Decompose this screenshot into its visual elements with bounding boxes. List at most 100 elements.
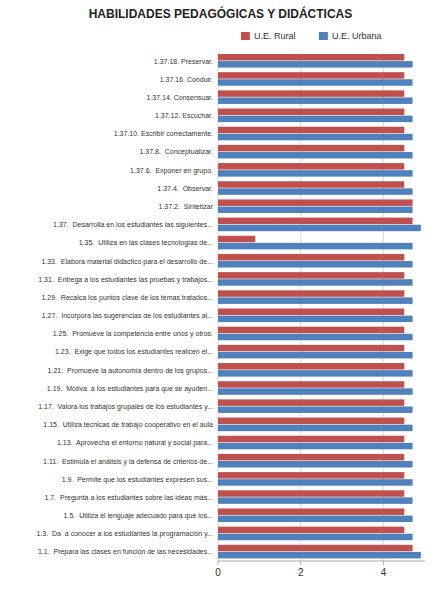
category-label: 1.31. Entrega a los estudiantes las prue… <box>38 276 213 284</box>
category-label: 1.33. Elabora material didáctico para el… <box>41 258 213 266</box>
category-label: 1.37.18. Preservar. <box>154 58 213 65</box>
bar <box>218 316 413 322</box>
category-label: 1.3. Da a conocer a los estudiantes la p… <box>36 530 213 538</box>
bar <box>218 272 404 278</box>
category-label: 1.25. Promueve la competencia entre unos… <box>53 330 213 338</box>
bar <box>218 290 404 296</box>
bar <box>218 134 413 140</box>
bar <box>218 188 413 194</box>
bar <box>218 243 413 249</box>
bar <box>218 352 413 358</box>
category-label: 1.9. Permite que los estudiantes exprese… <box>62 476 213 484</box>
bar <box>218 199 413 205</box>
bar <box>218 109 404 115</box>
bar <box>218 61 413 67</box>
background <box>0 0 441 589</box>
bar <box>218 545 413 551</box>
bar <box>218 79 413 85</box>
bar <box>218 370 413 376</box>
bar <box>218 279 413 285</box>
category-label: 1.15. Utiliza técnicas de trabajo cooper… <box>43 421 213 429</box>
category-label: 1.7. Pregunta a los estudiantes sobre la… <box>45 494 214 502</box>
category-label: 1.27. Incorpora las sugerencias de los e… <box>42 312 213 320</box>
bar <box>218 218 413 224</box>
category-label: 1.11. Estimula el análisis y la defensa … <box>43 458 213 466</box>
category-label: 1.37.12. Escuchar. <box>155 112 213 119</box>
title: HABILIDADES PEDAGÓGICAS Y DIDÁCTICAS <box>89 6 353 21</box>
bar <box>218 388 413 394</box>
legend-label: U.E. Rural <box>254 31 296 41</box>
bar <box>218 472 404 478</box>
category-label: 1.37.8. Conceptualizar. <box>139 148 213 156</box>
category-label: 1.29. Recalca los puntos clave de los te… <box>41 294 213 302</box>
bar <box>218 406 413 412</box>
bar <box>218 72 404 78</box>
bar <box>218 552 421 558</box>
bar <box>218 145 404 151</box>
category-label: 1.37.2. Sintetizar <box>159 203 214 210</box>
bar <box>218 97 413 103</box>
category-label: 1.37.16. Conduir. <box>160 76 213 83</box>
bar <box>218 207 413 213</box>
bar <box>218 116 413 122</box>
x-tick <box>383 561 384 565</box>
bar <box>218 436 404 442</box>
chart: HABILIDADES PEDAGÓGICAS Y DIDÁCTICAS 1.37… <box>0 0 441 589</box>
bar <box>218 181 404 187</box>
bar <box>218 490 404 496</box>
bar <box>218 254 404 260</box>
x-axis-line <box>218 561 425 562</box>
category-label: 1.5. Utiliza el lenguaje adecuado para q… <box>64 512 213 520</box>
bar <box>218 425 413 431</box>
bar <box>218 399 404 405</box>
category-label: 1.13. Aprovecha el entorno natural y soc… <box>57 439 213 447</box>
bar <box>218 345 404 351</box>
category-label: 1.19. Motiva a los estudiantes para que … <box>47 385 213 393</box>
category-label: 1.23. Exige que todos los estudiantes re… <box>55 348 213 356</box>
bar <box>218 363 404 369</box>
legend-swatch <box>319 32 328 40</box>
bar <box>218 479 413 485</box>
category-label: 1.35. Utiliza en las clases tecnologías … <box>79 239 213 247</box>
x-tick-label: 0 <box>215 567 221 578</box>
category-label: 1.1. Prepara las clases en función de la… <box>38 548 213 556</box>
bar <box>218 225 421 231</box>
bar <box>218 334 413 340</box>
legend-label: U.E. Urbana <box>332 31 382 41</box>
bar <box>218 261 413 267</box>
bar <box>218 54 404 60</box>
bar <box>218 516 413 522</box>
bar <box>218 454 404 460</box>
bar <box>218 90 404 96</box>
bar <box>218 297 413 303</box>
x-tick-label: 2 <box>298 567 304 578</box>
category-label: 1.21. Promueve la autonomía dentro de lo… <box>48 367 213 375</box>
bar <box>218 381 404 387</box>
bar <box>218 497 413 503</box>
category-label: 1.37.14. Consensuar. <box>146 94 213 101</box>
bar <box>218 527 404 533</box>
x-tick <box>300 561 301 565</box>
bar <box>218 236 255 242</box>
bar <box>218 461 413 467</box>
bar <box>218 308 404 314</box>
bar <box>218 534 413 540</box>
bar <box>218 152 413 158</box>
x-tick <box>218 561 219 565</box>
bar <box>218 443 413 449</box>
legend: U.E. Rural U.E. Urbana <box>241 31 382 41</box>
bar <box>218 127 404 133</box>
legend-swatch <box>241 32 250 40</box>
bar <box>218 170 413 176</box>
x-tick-label: 4 <box>381 567 387 578</box>
bar <box>218 418 404 424</box>
category-label: 1.37.10. Escribir correctamente. <box>114 130 213 137</box>
bars <box>218 54 421 558</box>
bar <box>218 327 404 333</box>
category-label: 1.17. Valora los trabajos grupales de lo… <box>38 403 213 411</box>
category-label: 1.37. Desarrolla en los estudiantes las … <box>53 221 213 229</box>
bar <box>218 163 404 169</box>
category-label: 1.37.4. Observar. <box>157 185 213 192</box>
category-label: 1.37.6. Exponer en grupo. <box>130 167 213 175</box>
bar <box>218 508 404 514</box>
